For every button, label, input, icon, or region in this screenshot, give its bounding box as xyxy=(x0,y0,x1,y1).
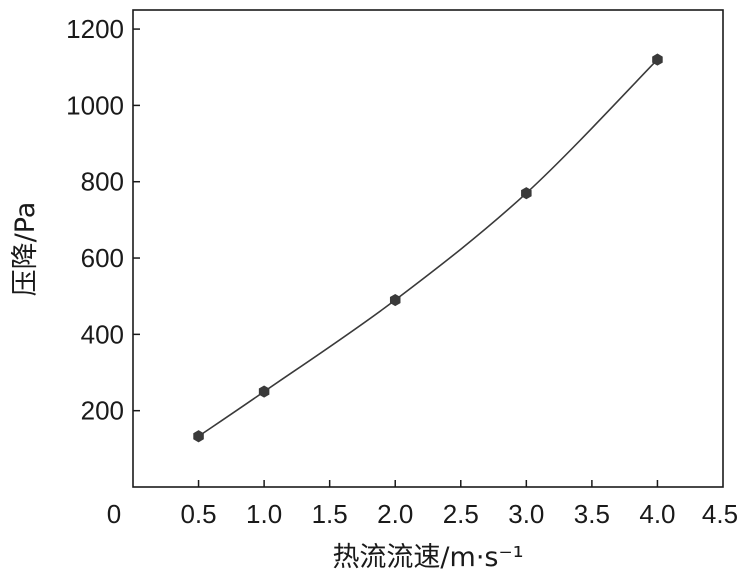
y-axis-title: 压降/Pa xyxy=(10,202,41,297)
series-line xyxy=(198,59,659,437)
plot-frame xyxy=(132,9,724,488)
data-points xyxy=(193,53,663,443)
y-tick-label: 800 xyxy=(81,167,124,197)
data-point-marker xyxy=(389,293,401,307)
y-tick-label: 1200 xyxy=(66,14,124,44)
data-point-marker xyxy=(258,385,270,398)
data-point-marker xyxy=(652,53,663,66)
x-tick-label: 0 xyxy=(107,499,121,529)
data-point-marker xyxy=(521,187,532,200)
x-tick-label: 4.0 xyxy=(639,499,675,529)
y-axis-ticks: 200 400 600 800 1000 1200 xyxy=(66,14,140,426)
data-point-marker xyxy=(193,430,204,443)
x-tick-label: 1.5 xyxy=(312,499,348,529)
y-tick-label: 200 xyxy=(81,396,124,426)
x-tick-label: 2.5 xyxy=(443,499,479,529)
x-tick-label: 3.0 xyxy=(508,499,544,529)
x-axis-title: 热流流速/m·s⁻¹ xyxy=(332,542,523,573)
y-tick-label: 600 xyxy=(81,243,124,273)
y-tick-label: 400 xyxy=(81,319,124,349)
x-tick-label: 1.0 xyxy=(246,499,282,529)
x-tick-label: 0.5 xyxy=(180,499,216,529)
y-tick-label: 1000 xyxy=(66,90,124,120)
x-tick-label: 2.0 xyxy=(377,499,413,529)
x-axis-ticks: 0 0.5 1.0 1.5 2.0 2.5 3.0 3.5 4.0 4.5 xyxy=(107,480,738,529)
x-tick-label: 4.5 xyxy=(702,499,738,529)
x-tick-label: 3.5 xyxy=(574,499,610,529)
